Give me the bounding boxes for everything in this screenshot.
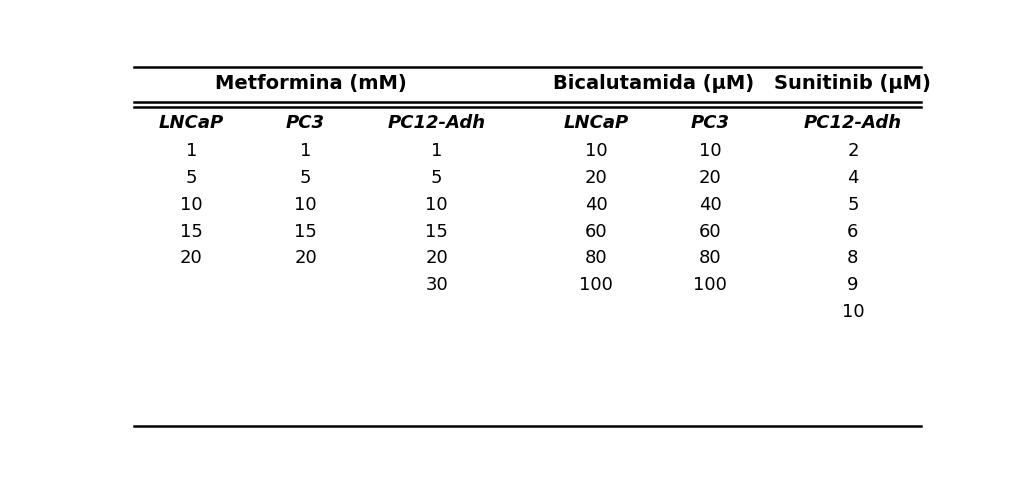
Text: 10: 10 xyxy=(295,196,317,213)
Text: 6: 6 xyxy=(848,223,859,241)
Text: 15: 15 xyxy=(180,223,203,241)
Text: 20: 20 xyxy=(295,249,317,268)
Text: 1: 1 xyxy=(185,142,197,160)
Text: 60: 60 xyxy=(585,223,608,241)
Text: 80: 80 xyxy=(585,249,608,268)
Text: 100: 100 xyxy=(579,276,613,294)
Text: 15: 15 xyxy=(425,223,448,241)
Text: 20: 20 xyxy=(425,249,448,268)
Text: PC12-Adh: PC12-Adh xyxy=(387,114,486,132)
Text: 40: 40 xyxy=(699,196,722,213)
Text: Bicalutamida (μM): Bicalutamida (μM) xyxy=(553,74,754,93)
Text: 2: 2 xyxy=(847,142,859,160)
Text: 80: 80 xyxy=(699,249,722,268)
Text: 20: 20 xyxy=(699,169,722,187)
Text: 10: 10 xyxy=(585,142,608,160)
Text: 4: 4 xyxy=(847,169,859,187)
Text: 9: 9 xyxy=(847,276,859,294)
Text: 10: 10 xyxy=(180,196,203,213)
Text: 8: 8 xyxy=(848,249,859,268)
Text: 1: 1 xyxy=(300,142,311,160)
Text: 10: 10 xyxy=(425,196,448,213)
Text: 10: 10 xyxy=(842,303,864,321)
Text: 15: 15 xyxy=(295,223,317,241)
Text: PC3: PC3 xyxy=(286,114,325,132)
Text: 10: 10 xyxy=(699,142,722,160)
Text: 30: 30 xyxy=(425,276,448,294)
Text: 20: 20 xyxy=(180,249,203,268)
Text: 20: 20 xyxy=(585,169,608,187)
Text: LNCaP: LNCaP xyxy=(563,114,629,132)
Text: 1: 1 xyxy=(431,142,442,160)
Text: Metformina (mM): Metformina (mM) xyxy=(215,74,407,93)
Text: PC12-Adh: PC12-Adh xyxy=(803,114,902,132)
Text: 5: 5 xyxy=(847,196,859,213)
Text: 60: 60 xyxy=(699,223,722,241)
Text: 5: 5 xyxy=(300,169,311,187)
Text: PC3: PC3 xyxy=(691,114,730,132)
Text: 5: 5 xyxy=(431,169,443,187)
Text: 5: 5 xyxy=(185,169,197,187)
Text: 100: 100 xyxy=(693,276,727,294)
Text: Sunitinib (μM): Sunitinib (μM) xyxy=(775,74,931,93)
Text: LNCaP: LNCaP xyxy=(159,114,225,132)
Text: 40: 40 xyxy=(585,196,608,213)
